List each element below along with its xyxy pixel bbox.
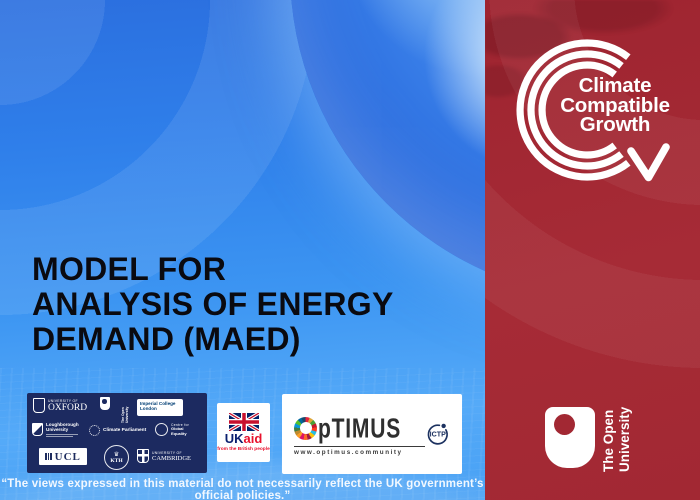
ccg-line-2: Compatible xyxy=(560,93,670,117)
ukaid-aid-text: aid xyxy=(243,431,263,446)
ou-line-2: University xyxy=(617,406,632,472)
cambridge-shield-icon xyxy=(137,449,149,463)
logo-university-of-oxford: UNIVERSITY OF OXFORD xyxy=(33,398,87,413)
logo-centre-global-equality: Centre for Global Equality xyxy=(155,423,190,437)
title-line-2: ANALYSIS OF ENERGY xyxy=(32,286,394,322)
optimus-text: pTIMUS xyxy=(318,411,402,444)
page-title: MODEL FOR ANALYSIS OF ENERGY DEMAND (MAE… xyxy=(32,252,394,357)
ccg-line-1: Climate xyxy=(578,74,652,97)
cambridge-name-text: CAMBRIDGE xyxy=(152,454,192,462)
union-jack-icon xyxy=(228,413,259,431)
ccg-red-panel: Climate Compatible Growth The Open Unive… xyxy=(485,0,700,500)
optimus-url-text: www.optimus.community xyxy=(294,445,425,456)
title-line-3: DEMAND (MAED) xyxy=(32,321,301,357)
ou-shield-hole xyxy=(102,399,107,404)
loughborough-line1: Loughborough xyxy=(46,422,79,427)
ccg-c-arcs-icon xyxy=(516,39,670,182)
title-line-1: MODEL FOR xyxy=(32,251,227,287)
ucl-portico-icon xyxy=(45,453,52,460)
logo-climate-parliament: Climate Parliament xyxy=(89,425,146,436)
loughborough-line2: University xyxy=(46,427,69,433)
ictp-text: ICTP xyxy=(429,431,445,439)
optimus-ictp-panel: pTIMUS www.optimus.community ICTP xyxy=(282,394,462,474)
global-equality-line3: Equality xyxy=(171,430,187,436)
optimus-logo: pTIMUS www.optimus.community xyxy=(294,411,425,456)
ukaid-uk-text: UK xyxy=(224,431,244,446)
open-university-wordmark: The Open University xyxy=(601,400,635,472)
loughborough-subtext-bar xyxy=(46,435,73,437)
logo-ucl: UCL xyxy=(39,448,87,465)
ccg-line-3: Growth xyxy=(579,113,651,136)
ccg-wordmark: Climate Compatible Growth xyxy=(530,76,700,135)
loughborough-shield-icon xyxy=(32,422,43,436)
ou-shield-icon xyxy=(100,397,110,410)
partner-logos-panel: UNIVERSITY OF OXFORD The Open University… xyxy=(27,393,207,473)
cambridge-pre-text: UNIVERSITY OF xyxy=(152,450,182,455)
kth-text: KTH xyxy=(110,457,123,464)
ou-mini-line2: University xyxy=(125,406,129,423)
disclaimer-text: “The views expressed in this material do… xyxy=(1,478,484,500)
oxford-name-text: OXFORD xyxy=(48,402,88,413)
ukaid-tagline: from the British people xyxy=(217,447,270,452)
open-university-shield-hole xyxy=(554,414,575,435)
climate-parliament-globe-icon xyxy=(89,425,100,436)
loughborough-subtext-bar xyxy=(46,433,78,435)
global-equality-line1: Centre for xyxy=(171,423,190,427)
global-equality-icon xyxy=(155,423,168,437)
sdg-wheel-icon xyxy=(294,416,317,440)
oxford-crest-icon xyxy=(33,398,45,413)
logo-imperial-college: Imperial College London xyxy=(137,399,183,416)
logo-university-of-cambridge: UNIVERSITY OF CAMBRIDGE xyxy=(137,449,191,463)
ucl-text: UCL xyxy=(54,450,81,463)
logo-kth: ♛ KTH xyxy=(104,445,129,470)
ou-line-1: The Open xyxy=(601,409,616,472)
blue-background-panel: MODEL FOR ANALYSIS OF ENERGY DEMAND (MAE… xyxy=(0,0,485,500)
ictp-orbit-icon: ICTP xyxy=(427,423,448,445)
logo-loughborough-university: Loughborough University xyxy=(32,422,79,437)
logo-open-university-mini: The Open University xyxy=(100,397,137,423)
ukaid-logo-panel: UK aid from the British people xyxy=(217,403,270,462)
imperial-line1: Imperial College xyxy=(140,401,176,406)
oxford-pre-text: UNIVERSITY OF xyxy=(48,398,78,403)
climate-parliament-text: Climate Parliament xyxy=(103,428,147,433)
global-equality-line2: Global xyxy=(171,426,184,431)
open-university-shield-icon xyxy=(545,407,595,468)
imperial-line2: London xyxy=(140,406,157,412)
kth-crown-icon: ♛ xyxy=(113,451,120,458)
